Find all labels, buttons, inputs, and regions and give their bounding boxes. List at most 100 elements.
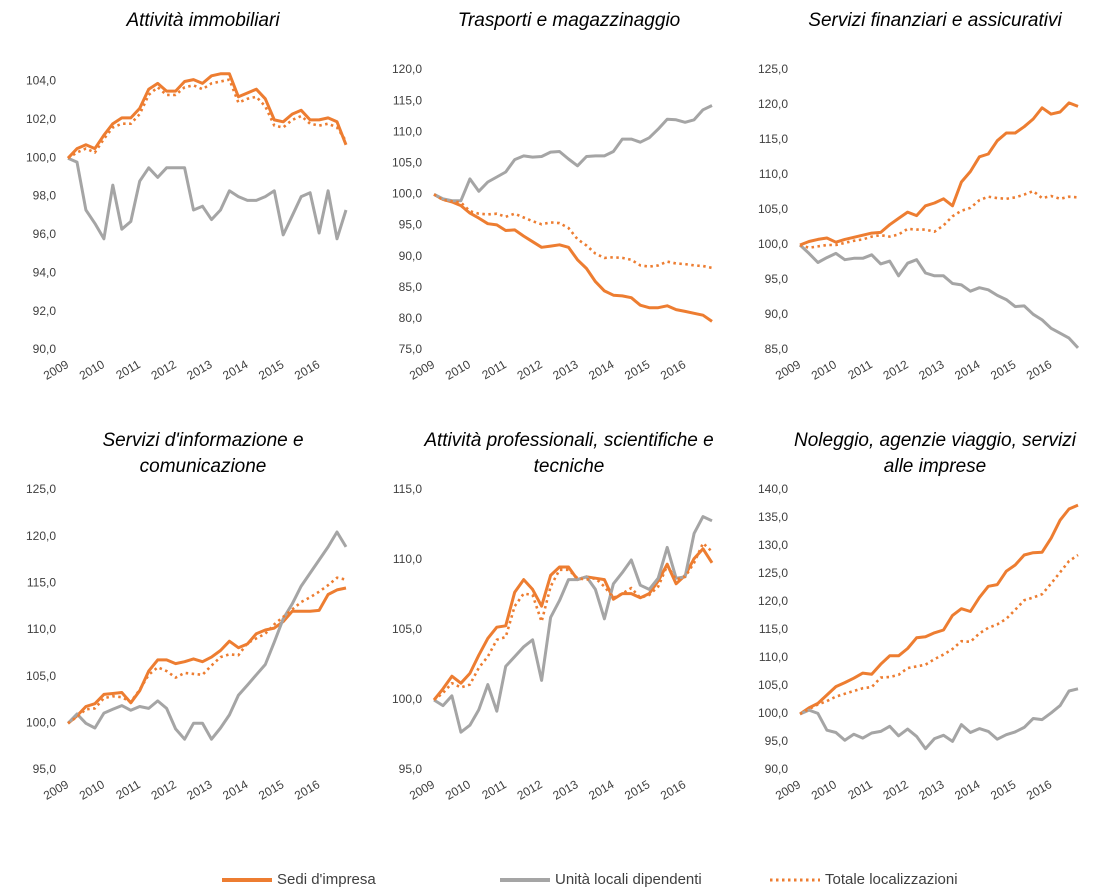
x-tick-label: 2009	[41, 357, 71, 383]
x-tick-label: 2013	[184, 357, 214, 383]
x-tick-label: 2011	[479, 357, 509, 382]
x-tick-label: 2012	[881, 777, 911, 803]
y-tick-label: 105,0	[758, 202, 788, 216]
y-tick-label: 110,0	[393, 124, 422, 138]
series-line	[799, 503, 1079, 716]
y-tick-label: 75,0	[399, 342, 423, 356]
legend-label: Sedi d'impresa	[277, 871, 376, 888]
series-line	[799, 687, 1079, 751]
chart-title-box: Servizi d'informazione e comunicazione	[40, 428, 366, 480]
x-tick-label: 2012	[149, 777, 179, 803]
x-tick-label: 2010	[809, 777, 839, 803]
series-line	[67, 156, 348, 241]
chart-title-box: Attività immobiliari	[40, 8, 366, 34]
x-tick-label: 2014	[952, 357, 982, 383]
y-tick-label: 100,0	[758, 237, 788, 251]
x-tick-label: 2014	[586, 777, 616, 803]
series-line	[67, 576, 347, 725]
chart-panel: Trasporti e magazzinaggio 75,0 80,0 85,0 90,…	[366, 0, 732, 400]
y-tick-label: 140,0	[758, 482, 788, 496]
x-tick-label: 2014	[220, 357, 250, 383]
y-tick-label: 95,0	[765, 272, 789, 286]
series-line	[66, 72, 348, 160]
x-tick-label: 2013	[184, 777, 214, 803]
series-line	[67, 78, 348, 160]
y-tick-label: 135,0	[758, 510, 788, 524]
chart-panel: Servizi d'informazione e comunicazione 95…	[0, 420, 366, 820]
x-tick-label: 2011	[113, 777, 143, 802]
series-line	[433, 541, 713, 702]
x-tick-label: 2009	[407, 777, 437, 803]
y-tick-label: 100,0	[26, 150, 56, 164]
chart-title: Attività immobiliari	[126, 10, 280, 31]
y-tick-label: 90,0	[765, 762, 789, 776]
x-tick-label: 2013	[916, 777, 946, 803]
x-tick-label: 2016	[1024, 357, 1054, 383]
y-tick-label: 120,0	[392, 62, 422, 76]
y-tick-label: 80,0	[399, 311, 423, 325]
x-tick-label: 2013	[916, 357, 946, 383]
x-tick-label: 2016	[658, 777, 688, 803]
x-tick-label: 2009	[773, 357, 803, 383]
y-tick-label: 90,0	[765, 307, 789, 321]
y-tick-label: 102,0	[26, 112, 56, 126]
y-tick-label: 90,0	[33, 342, 57, 356]
series-line	[66, 530, 348, 741]
y-tick-label: 125,0	[26, 482, 56, 496]
series-line	[433, 515, 713, 734]
legend-label: Totale localizzazioni	[825, 871, 958, 888]
x-tick-label: 2015	[988, 357, 1018, 383]
x-tick-label: 2009	[773, 777, 803, 803]
chart: 90,0 95,0 100,0 105,0 110,0 115,0 120,0 125,0 13…	[758, 482, 1079, 803]
y-tick-label: 100,0	[392, 692, 422, 706]
x-tick-label: 2012	[881, 357, 911, 383]
legend: Sedi d'impresa Unità locali dipendenti Tot…	[222, 871, 958, 888]
x-tick-label: 2009	[41, 777, 71, 803]
y-tick-label: 125,0	[758, 566, 788, 580]
y-tick-label: 95,0	[399, 218, 423, 232]
x-tick-label: 2016	[292, 357, 322, 383]
x-tick-label: 2014	[952, 777, 982, 803]
y-tick-label: 85,0	[765, 342, 789, 356]
y-tick-label: 105,0	[392, 622, 422, 636]
series-line	[433, 104, 713, 203]
x-tick-label: 2012	[515, 777, 545, 803]
y-tick-label: 90,0	[399, 249, 423, 263]
series-line	[433, 193, 713, 270]
chart: 75,0 80,0 85,0 90,0 95,0 100,0 105,0 110,0 115,0…	[392, 62, 713, 383]
x-tick-label: 2015	[256, 357, 286, 383]
y-tick-label: 125,0	[758, 62, 788, 76]
x-tick-label: 2011	[845, 357, 875, 382]
y-tick-label: 105,0	[392, 156, 422, 170]
y-tick-label: 120,0	[758, 594, 788, 608]
y-tick-label: 115,0	[759, 132, 788, 146]
y-tick-label: 105,0	[26, 669, 56, 683]
y-tick-label: 120,0	[758, 97, 788, 111]
x-tick-label: 2011	[113, 357, 143, 382]
x-tick-label: 2010	[77, 357, 107, 383]
x-tick-label: 2016	[658, 357, 688, 383]
series-line	[67, 586, 347, 725]
chart: 85,0 90,0 95,0 100,0 105,0 110,0 115,0 120,0 125…	[758, 62, 1080, 383]
series-line	[799, 101, 1079, 247]
chart-title-box: Noleggio, agenzie viaggio, servizi alle …	[772, 428, 1098, 480]
y-tick-label: 110,0	[759, 650, 788, 664]
y-tick-label: 110,0	[759, 167, 788, 181]
y-tick-label: 95,0	[33, 762, 57, 776]
chart-title-box: Trasporti e magazzinaggio	[406, 8, 732, 34]
y-tick-label: 115,0	[393, 482, 422, 496]
chart-panel: Servizi finanziari e assicurativi 85,0 90,…	[732, 0, 1098, 400]
y-tick-label: 96,0	[33, 227, 57, 241]
x-tick-label: 2015	[622, 357, 652, 383]
y-tick-label: 95,0	[399, 762, 423, 776]
chart-panel: Attività immobiliari 90,0 92,0 94,0 96,0 98,0…	[0, 0, 366, 400]
x-tick-label: 2012	[149, 357, 179, 383]
x-tick-label: 2010	[77, 777, 107, 803]
y-tick-label: 100,0	[392, 187, 422, 201]
x-tick-label: 2014	[220, 777, 250, 803]
y-tick-label: 100,0	[26, 716, 56, 730]
x-tick-label: 2012	[515, 357, 545, 383]
